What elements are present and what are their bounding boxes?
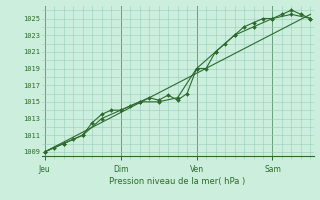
X-axis label: Pression niveau de la mer( hPa ): Pression niveau de la mer( hPa ) [109,177,246,186]
